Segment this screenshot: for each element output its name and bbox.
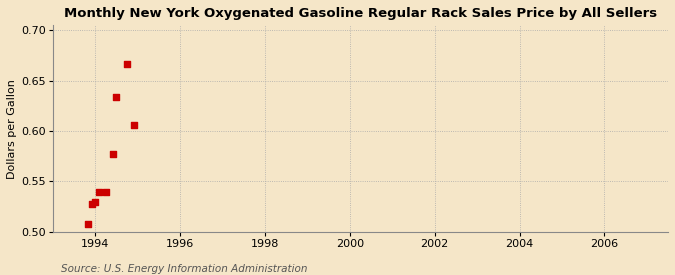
Point xyxy=(111,95,122,99)
Point xyxy=(93,189,104,194)
Point xyxy=(129,123,140,127)
Point xyxy=(101,189,111,194)
Title: Monthly New York Oxygenated Gasoline Regular Rack Sales Price by All Sellers: Monthly New York Oxygenated Gasoline Reg… xyxy=(64,7,657,20)
Text: Source: U.S. Energy Information Administration: Source: U.S. Energy Information Administ… xyxy=(61,264,307,274)
Point xyxy=(82,222,93,226)
Point xyxy=(122,61,132,66)
Point xyxy=(90,199,101,204)
Point xyxy=(107,152,118,156)
Y-axis label: Dollars per Gallon: Dollars per Gallon xyxy=(7,79,17,178)
Point xyxy=(86,202,97,206)
